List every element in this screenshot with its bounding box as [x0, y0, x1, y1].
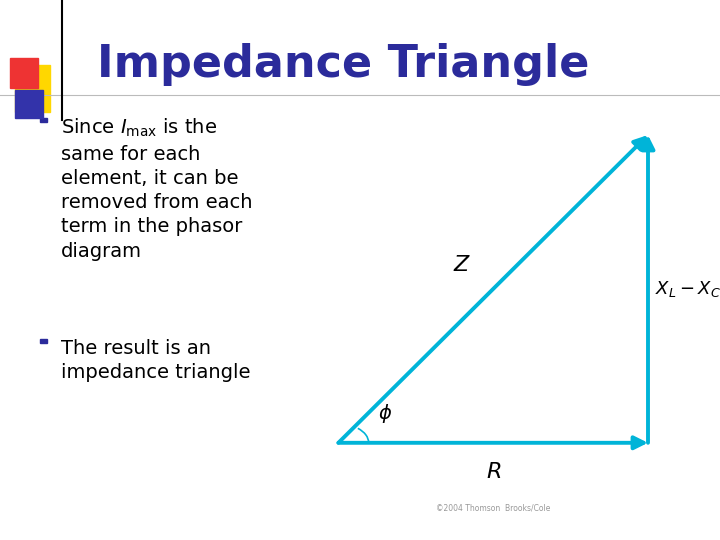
Text: $\phi$: $\phi$ — [378, 402, 392, 424]
Text: The result is an
impedance triangle: The result is an impedance triangle — [61, 339, 251, 382]
Bar — [40, 118, 47, 122]
Text: Impedance Triangle: Impedance Triangle — [97, 43, 590, 86]
Text: $X_L - X_C$: $X_L - X_C$ — [654, 279, 720, 299]
Bar — [15, 65, 50, 112]
Bar — [10, 58, 38, 88]
Bar — [40, 339, 47, 343]
Text: Z: Z — [453, 254, 469, 275]
Text: $R$: $R$ — [485, 462, 501, 483]
Text: Since $I_{\mathrm{max}}$ is the
same for each
element, it can be
removed from ea: Since $I_{\mathrm{max}}$ is the same for… — [61, 117, 253, 261]
Text: ©2004 Thomson  Brooks/Cole: ©2004 Thomson Brooks/Cole — [436, 503, 550, 512]
Bar — [15, 90, 43, 118]
